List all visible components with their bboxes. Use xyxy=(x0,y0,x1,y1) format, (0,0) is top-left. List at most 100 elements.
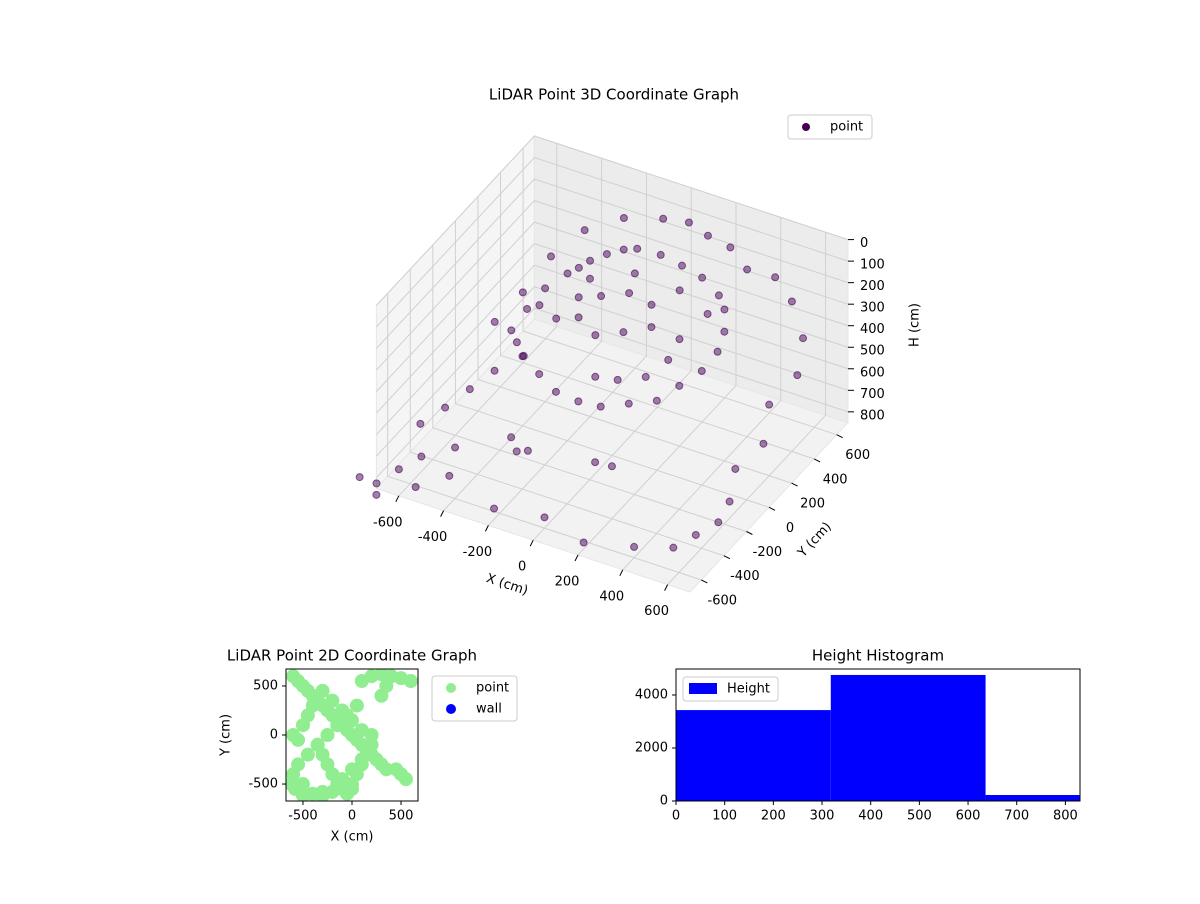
point xyxy=(394,465,403,474)
point xyxy=(490,317,499,326)
point xyxy=(656,250,665,259)
point xyxy=(330,718,345,733)
point xyxy=(451,443,460,452)
point xyxy=(320,728,335,742)
point xyxy=(619,328,628,337)
point xyxy=(765,400,774,409)
plot-area xyxy=(676,674,1080,801)
point xyxy=(591,331,600,340)
point xyxy=(519,351,528,360)
point xyxy=(669,543,678,552)
point xyxy=(355,473,364,482)
point xyxy=(787,297,796,306)
chart-title: Height Histogram xyxy=(812,647,944,665)
point xyxy=(641,372,650,381)
point xyxy=(619,214,628,222)
point xyxy=(613,375,622,384)
y-tick-label: 0 xyxy=(786,521,794,536)
x-tick-label: -400 xyxy=(418,530,448,545)
point xyxy=(417,452,426,461)
point xyxy=(310,737,325,752)
point xyxy=(372,490,381,499)
grid-line xyxy=(398,143,558,497)
grid-line xyxy=(376,264,849,435)
point xyxy=(379,762,394,777)
grid-line xyxy=(376,307,849,478)
point xyxy=(607,462,616,471)
point xyxy=(403,674,418,689)
bar xyxy=(676,710,831,801)
point xyxy=(354,752,369,767)
point xyxy=(563,269,572,278)
point xyxy=(364,728,379,742)
point xyxy=(364,737,379,752)
grid-line xyxy=(376,221,849,392)
z-tick-label: 200 xyxy=(860,279,885,294)
point xyxy=(523,446,532,455)
point xyxy=(678,261,686,270)
point xyxy=(799,334,808,343)
grid-line xyxy=(376,243,849,414)
legend-box xyxy=(787,114,873,140)
x-tick-label: 500 xyxy=(907,809,932,824)
point xyxy=(490,504,499,513)
grid-line xyxy=(500,172,815,460)
point xyxy=(714,518,723,527)
legend-label: point xyxy=(830,120,863,135)
y-tick-label: -400 xyxy=(730,569,760,584)
point xyxy=(697,366,706,375)
point xyxy=(349,698,364,713)
grid-line xyxy=(409,269,725,557)
point xyxy=(507,326,516,335)
point xyxy=(725,497,734,506)
point xyxy=(591,458,600,467)
point xyxy=(523,304,532,313)
point xyxy=(684,218,693,227)
x-tick-label: 400 xyxy=(599,589,624,604)
point xyxy=(325,784,340,799)
x-tick-label: 700 xyxy=(1004,809,1029,824)
point xyxy=(291,732,306,747)
point xyxy=(675,335,684,344)
tick-mark xyxy=(813,458,821,463)
y-tick-label: -200 xyxy=(753,545,783,560)
legend-label: Height xyxy=(727,682,770,697)
point xyxy=(490,366,499,375)
grid-line xyxy=(577,202,737,556)
point xyxy=(647,300,656,309)
grid-line xyxy=(443,158,603,511)
point xyxy=(630,269,639,278)
tick-mark xyxy=(701,579,708,584)
tick-mark xyxy=(746,531,753,535)
point xyxy=(713,347,722,356)
legend-marker xyxy=(802,123,810,131)
legend-marker xyxy=(446,683,456,693)
point xyxy=(512,447,521,456)
tick-mark xyxy=(836,434,843,439)
point xyxy=(675,381,684,390)
y-tick-label: 0 xyxy=(270,728,278,743)
z-tick-label: 500 xyxy=(860,344,885,359)
grid-line xyxy=(376,178,849,349)
point xyxy=(759,439,768,448)
y-tick-label: 600 xyxy=(845,448,870,463)
tick-mark xyxy=(791,482,798,487)
point xyxy=(691,530,700,539)
point xyxy=(619,245,628,254)
point xyxy=(675,286,684,295)
point xyxy=(552,314,561,323)
point xyxy=(335,772,350,787)
x-tick-label: 600 xyxy=(956,809,981,824)
y-tick-label: 400 xyxy=(823,472,848,487)
grid-line xyxy=(376,286,849,457)
x-tick-label: 200 xyxy=(761,809,786,824)
z-tick-label: 400 xyxy=(860,322,885,337)
x-tick-label: 300 xyxy=(810,809,835,824)
point xyxy=(325,693,340,708)
tick-mark xyxy=(529,539,534,547)
point xyxy=(315,683,330,698)
x-tick-label: 100 xyxy=(712,809,737,824)
point xyxy=(546,252,555,261)
x-tick-label: -500 xyxy=(288,809,318,824)
point xyxy=(465,385,474,394)
